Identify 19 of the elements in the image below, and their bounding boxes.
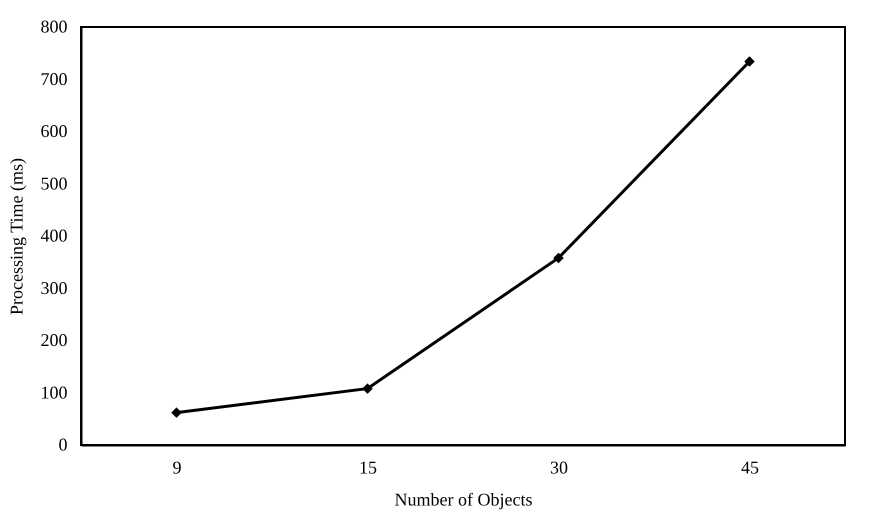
y-tick-label: 0 xyxy=(58,434,68,454)
point xyxy=(171,407,182,418)
x-tick-label: 45 xyxy=(741,458,759,478)
x-axis-title: Number of Objects xyxy=(394,490,532,510)
x-tick-label: 15 xyxy=(359,458,377,478)
y-tick-label: 500 xyxy=(40,173,68,194)
point xyxy=(553,252,564,264)
x-tick-label: 9 xyxy=(172,458,182,478)
y-tick-label: 800 xyxy=(40,16,68,36)
y-tick-label: 300 xyxy=(40,278,68,298)
point xyxy=(744,56,755,67)
y-axis-title: Processing Time (ms) xyxy=(6,158,26,316)
x-tick-label: 30 xyxy=(550,458,568,478)
y-tick-label: 200 xyxy=(40,330,68,350)
y-tick-label: 700 xyxy=(40,68,68,89)
y-tick-label: 100 xyxy=(40,382,68,402)
y-tick-label: 400 xyxy=(40,226,68,246)
point xyxy=(362,383,373,394)
y-tick-label: 600 xyxy=(40,121,68,141)
